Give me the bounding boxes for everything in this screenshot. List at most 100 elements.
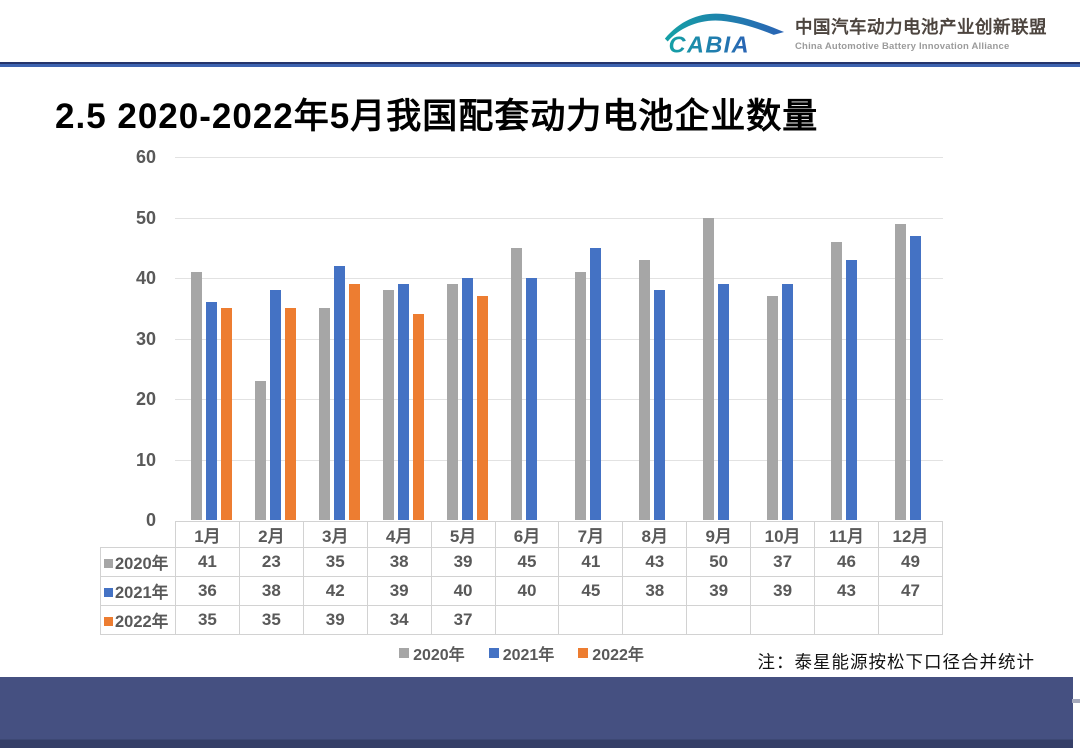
table-value-cell: 42	[302, 576, 368, 606]
bar-2021年-1月	[206, 302, 217, 520]
table-value-cell: 39	[686, 576, 752, 606]
table-row-2022年: 2022年 35 35 39 34 37	[100, 605, 944, 635]
table-value-cell: 50	[686, 547, 752, 577]
table-value-cell: 43	[814, 576, 879, 606]
side-tick	[1072, 699, 1080, 703]
legend-item-2020年: 2020年	[399, 641, 465, 665]
table-value-cell: 49	[877, 547, 944, 577]
bar-groups	[175, 157, 943, 520]
table-month-header: 11月	[814, 521, 879, 548]
y-axis-label: 60	[135, 147, 156, 167]
legend-swatch-icon	[488, 648, 499, 658]
footnote: 注：泰星能源按松下口径合并统计	[757, 652, 1035, 672]
bar-2021年-2月	[270, 290, 281, 520]
bar-2022年-2月	[285, 308, 296, 520]
table-value-cell: 39	[366, 576, 432, 606]
table-month-header: 8月	[622, 521, 688, 548]
series-label: 2020年	[100, 547, 176, 577]
bar-2020年-5月	[447, 284, 458, 520]
bar-group-1月	[175, 157, 239, 520]
bar-2020年-6月	[511, 247, 522, 520]
legend-label: 2022年	[592, 647, 644, 664]
table-header-row: 1月 2月 3月 4月 5月 6月 7月 8月 9月 10月 11月 12月	[101, 521, 944, 548]
table-month-header: 10月	[750, 521, 816, 548]
bar-2020年-7月	[575, 271, 586, 520]
table-value-cell: 41	[558, 547, 624, 577]
table-value-cell: 35	[238, 605, 304, 635]
table-value-cell: 38	[366, 547, 432, 577]
table-month-header: 12月	[877, 521, 944, 548]
table-value-cell: 41	[174, 547, 240, 577]
table-month-header: 3月	[302, 521, 368, 548]
table-value-cell	[494, 605, 560, 635]
bar-2020年-10月	[767, 296, 778, 520]
table-month-header: 7月	[558, 521, 624, 548]
series-swatch-icon	[104, 588, 113, 597]
bar-chart: 0 10 20 30 40 50 60 1月 2月 3月 4月 5月 6月 7月 8月 9月 10月 11月 12…	[100, 145, 944, 635]
table-month-header: 1月	[174, 521, 240, 548]
bar-2021年-7月	[590, 247, 601, 520]
cabia-logo-icon: CABIA	[664, 13, 785, 58]
table-value-cell: 38	[238, 576, 304, 606]
legend-item-2022年: 2022年	[578, 641, 644, 665]
gridline	[175, 217, 943, 219]
bar-2021年-12月	[910, 235, 921, 520]
y-axis: 0 10 20 30 40 50 60	[100, 147, 164, 530]
table-value-cell	[558, 605, 624, 635]
table-value-cell: 39	[750, 576, 816, 606]
series-label: 2021年	[100, 576, 176, 606]
plot-area	[175, 157, 943, 520]
bar-2020年-4月	[383, 290, 394, 520]
table-value-cell: 46	[814, 547, 879, 577]
gridline	[175, 459, 943, 461]
bar-2021年-5月	[462, 278, 473, 520]
bar-2021年-6月	[526, 278, 537, 520]
bottom-bar	[0, 677, 1073, 748]
bar-2021年-4月	[398, 284, 409, 520]
bar-2022年-4月	[413, 314, 424, 520]
header-divider-line	[0, 62, 1080, 67]
table-month-header: 5月	[430, 521, 496, 548]
table-value-cell: 35	[302, 547, 368, 577]
table-value-cell: 43	[622, 547, 688, 577]
bar-group-11月	[815, 157, 879, 520]
legend-swatch-icon	[399, 648, 410, 658]
table-value-cell	[814, 605, 879, 635]
bar-2022年-5月	[477, 296, 488, 520]
bar-group-12月	[879, 157, 943, 520]
bar-2021年-11月	[846, 259, 857, 520]
legend-item-2021年: 2021年	[488, 641, 554, 665]
bar-2020年-11月	[831, 241, 842, 520]
table-value-cell	[877, 605, 944, 635]
table-value-cell	[622, 605, 688, 635]
bar-2020年-2月	[255, 380, 266, 520]
header-logo-area: CABIA 中国汽车动力电池产业创新联盟 China Automotive Ba…	[663, 7, 1047, 59]
y-axis-label: 20	[135, 389, 156, 409]
gridline	[175, 278, 943, 279]
bar-group-3月	[303, 157, 367, 520]
bar-group-7月	[559, 157, 623, 520]
chart-legend: 2020年 2021年 2022年	[100, 641, 943, 665]
y-axis-label: 0	[145, 510, 156, 530]
gridline	[175, 399, 943, 400]
table-value-cell: 40	[430, 576, 496, 606]
bar-group-10月	[751, 157, 815, 520]
table-month-header: 9月	[686, 521, 752, 548]
table-value-cell: 45	[494, 547, 560, 577]
gridline	[175, 338, 943, 340]
gridline	[175, 157, 943, 158]
org-name-english: China Automotive Battery Innovation Alli…	[795, 41, 1010, 52]
y-axis-label: 30	[135, 328, 156, 349]
series-swatch-icon	[104, 559, 113, 568]
y-axis-label: 40	[135, 268, 156, 288]
table-value-cell: 35	[174, 605, 240, 635]
bar-group-4月	[367, 157, 431, 520]
series-swatch-icon	[104, 617, 113, 626]
bar-2021年-10月	[782, 284, 793, 520]
y-axis-label: 10	[135, 449, 156, 470]
table-value-cell: 39	[430, 547, 496, 577]
table-value-cell: 23	[238, 547, 304, 577]
table-month-header: 6月	[494, 521, 560, 548]
bar-group-6月	[495, 157, 559, 520]
table-value-cell: 37	[750, 547, 816, 577]
